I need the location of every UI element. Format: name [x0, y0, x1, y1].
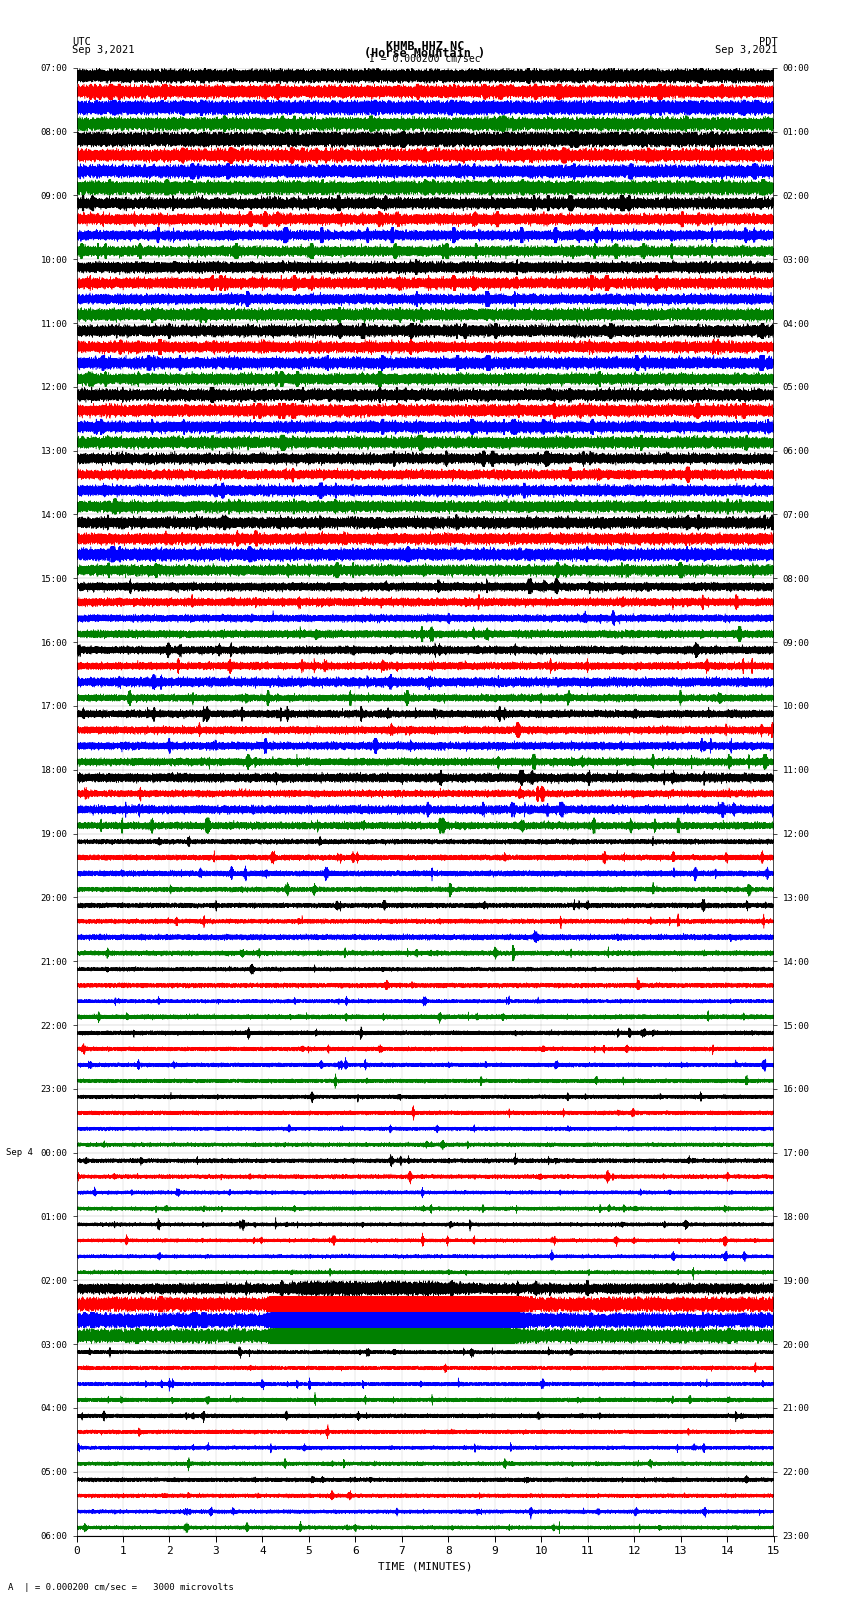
- Text: UTC: UTC: [72, 37, 91, 47]
- Text: (Horse Mountain ): (Horse Mountain ): [365, 47, 485, 60]
- Text: Sep 3,2021: Sep 3,2021: [72, 45, 135, 55]
- Text: Sep 3,2021: Sep 3,2021: [715, 45, 778, 55]
- X-axis label: TIME (MINUTES): TIME (MINUTES): [377, 1561, 473, 1571]
- Text: Sep 4: Sep 4: [7, 1148, 33, 1157]
- Text: A  | = 0.000200 cm/sec =   3000 microvolts: A | = 0.000200 cm/sec = 3000 microvolts: [8, 1582, 235, 1592]
- Text: KHMB HHZ NC: KHMB HHZ NC: [386, 39, 464, 53]
- Text: PDT: PDT: [759, 37, 778, 47]
- Text: I = 0.000200 cm/sec: I = 0.000200 cm/sec: [369, 53, 481, 65]
